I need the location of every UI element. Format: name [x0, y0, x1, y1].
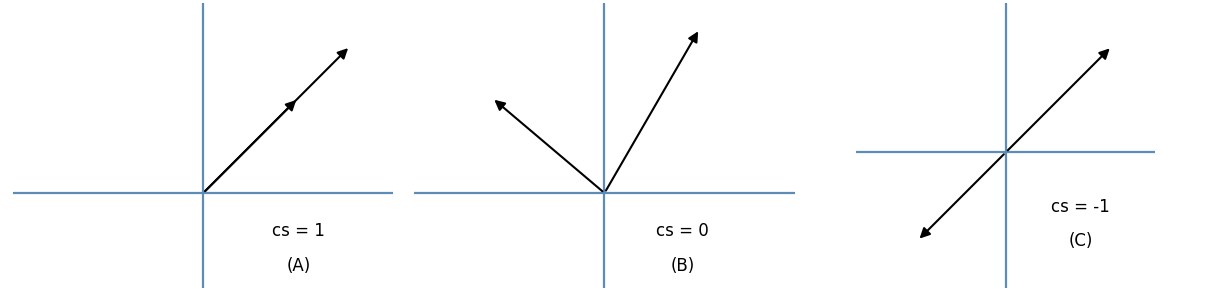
Text: (A): (A): [287, 257, 311, 275]
Text: (C): (C): [1069, 232, 1093, 250]
Text: (B): (B): [670, 257, 694, 275]
Text: cs = -1: cs = -1: [1051, 198, 1110, 216]
Text: cs = 1: cs = 1: [272, 222, 325, 240]
Text: cs = 0: cs = 0: [656, 222, 708, 240]
